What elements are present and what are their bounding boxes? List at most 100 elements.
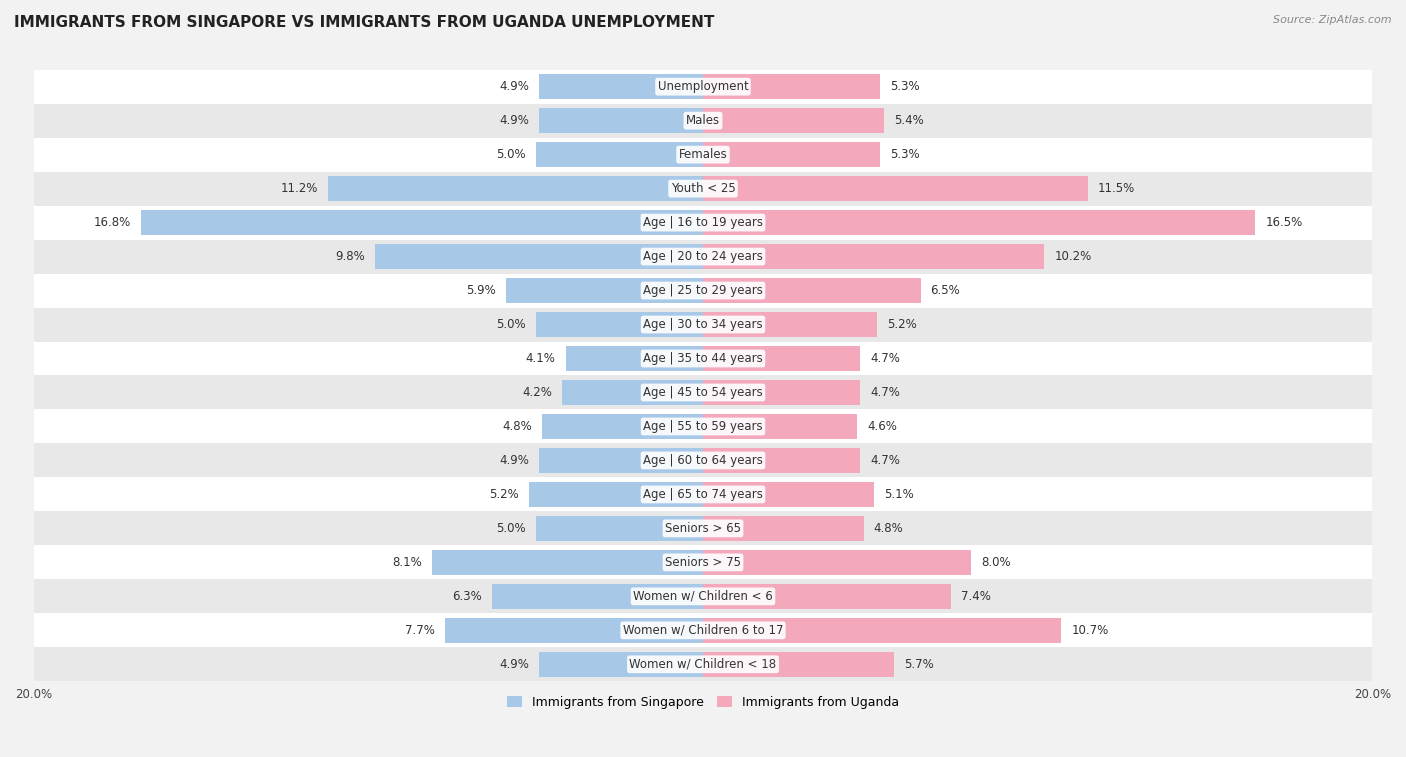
Text: 5.3%: 5.3% (890, 80, 920, 93)
Bar (543, 414, 703, 439)
Bar (703, 142, 880, 167)
Text: Females: Females (679, 148, 727, 161)
Bar (375, 245, 703, 269)
Bar (34, 273, 1372, 307)
Text: 6.5%: 6.5% (931, 284, 960, 297)
Text: Women w/ Children < 6: Women w/ Children < 6 (633, 590, 773, 603)
Text: 4.8%: 4.8% (873, 522, 904, 535)
Bar (703, 313, 877, 337)
Text: IMMIGRANTS FROM SINGAPORE VS IMMIGRANTS FROM UGANDA UNEMPLOYMENT: IMMIGRANTS FROM SINGAPORE VS IMMIGRANTS … (14, 15, 714, 30)
Text: 4.7%: 4.7% (870, 454, 900, 467)
Bar (703, 550, 970, 575)
Bar (34, 341, 1372, 375)
Bar (536, 142, 703, 167)
Text: 4.2%: 4.2% (523, 386, 553, 399)
Bar (565, 346, 703, 371)
Text: Women w/ Children < 18: Women w/ Children < 18 (630, 658, 776, 671)
Bar (34, 410, 1372, 444)
Text: 7.7%: 7.7% (405, 624, 436, 637)
Text: 6.3%: 6.3% (453, 590, 482, 603)
Text: 4.8%: 4.8% (502, 420, 533, 433)
Text: Age | 25 to 29 years: Age | 25 to 29 years (643, 284, 763, 297)
Text: Age | 60 to 64 years: Age | 60 to 64 years (643, 454, 763, 467)
Text: 4.7%: 4.7% (870, 386, 900, 399)
Bar (34, 444, 1372, 478)
Bar (538, 652, 703, 677)
Bar (34, 647, 1372, 681)
Bar (703, 380, 860, 405)
Bar (703, 516, 863, 540)
Text: 11.2%: 11.2% (281, 182, 318, 195)
Bar (562, 380, 703, 405)
Bar (34, 172, 1372, 206)
Bar (529, 482, 703, 506)
Text: Age | 65 to 74 years: Age | 65 to 74 years (643, 488, 763, 501)
Text: 4.6%: 4.6% (868, 420, 897, 433)
Text: 8.0%: 8.0% (981, 556, 1011, 569)
Bar (536, 313, 703, 337)
Bar (34, 545, 1372, 579)
Text: 5.0%: 5.0% (496, 318, 526, 331)
Text: 8.1%: 8.1% (392, 556, 422, 569)
Text: 4.7%: 4.7% (870, 352, 900, 365)
Bar (34, 70, 1372, 104)
Text: 11.5%: 11.5% (1098, 182, 1135, 195)
Text: 5.1%: 5.1% (884, 488, 914, 501)
Text: Age | 35 to 44 years: Age | 35 to 44 years (643, 352, 763, 365)
Bar (34, 239, 1372, 273)
Text: 10.7%: 10.7% (1071, 624, 1108, 637)
Bar (703, 584, 950, 609)
Bar (34, 206, 1372, 239)
Bar (703, 652, 894, 677)
Bar (536, 516, 703, 540)
Bar (703, 279, 921, 303)
Bar (34, 512, 1372, 545)
Text: 4.1%: 4.1% (526, 352, 555, 365)
Text: 5.7%: 5.7% (904, 658, 934, 671)
Text: 5.3%: 5.3% (890, 148, 920, 161)
Text: Age | 45 to 54 years: Age | 45 to 54 years (643, 386, 763, 399)
Text: Age | 30 to 34 years: Age | 30 to 34 years (643, 318, 763, 331)
Text: 5.2%: 5.2% (489, 488, 519, 501)
Text: Seniors > 65: Seniors > 65 (665, 522, 741, 535)
Text: 16.5%: 16.5% (1265, 216, 1302, 229)
Text: 9.8%: 9.8% (335, 250, 366, 263)
Bar (703, 108, 884, 133)
Bar (34, 104, 1372, 138)
Text: 4.9%: 4.9% (499, 80, 529, 93)
Bar (506, 279, 703, 303)
Bar (703, 414, 858, 439)
Bar (492, 584, 703, 609)
Legend: Immigrants from Singapore, Immigrants from Uganda: Immigrants from Singapore, Immigrants fr… (502, 690, 904, 714)
Bar (703, 210, 1256, 235)
Text: Seniors > 75: Seniors > 75 (665, 556, 741, 569)
Text: 5.0%: 5.0% (496, 522, 526, 535)
Bar (703, 618, 1062, 643)
Bar (446, 618, 703, 643)
Bar (703, 176, 1088, 201)
Text: Youth < 25: Youth < 25 (671, 182, 735, 195)
Bar (34, 375, 1372, 410)
Bar (328, 176, 703, 201)
Text: 4.9%: 4.9% (499, 658, 529, 671)
Text: Source: ZipAtlas.com: Source: ZipAtlas.com (1274, 15, 1392, 25)
Text: 5.2%: 5.2% (887, 318, 917, 331)
Bar (538, 448, 703, 472)
Bar (141, 210, 703, 235)
Bar (34, 307, 1372, 341)
Text: 16.8%: 16.8% (93, 216, 131, 229)
Bar (538, 74, 703, 99)
Bar (34, 613, 1372, 647)
Text: Males: Males (686, 114, 720, 127)
Text: Unemployment: Unemployment (658, 80, 748, 93)
Bar (432, 550, 703, 575)
Text: Age | 55 to 59 years: Age | 55 to 59 years (643, 420, 763, 433)
Text: Age | 20 to 24 years: Age | 20 to 24 years (643, 250, 763, 263)
Bar (34, 478, 1372, 512)
Bar (703, 448, 860, 472)
Text: 5.9%: 5.9% (465, 284, 495, 297)
Bar (703, 482, 873, 506)
Text: 5.0%: 5.0% (496, 148, 526, 161)
Bar (34, 579, 1372, 613)
Bar (538, 108, 703, 133)
